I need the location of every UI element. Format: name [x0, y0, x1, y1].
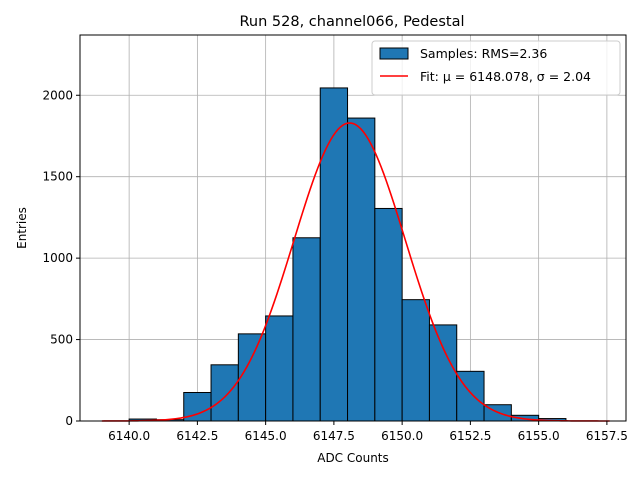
- x-tick-label: 6155.0: [518, 429, 560, 443]
- histogram-bar: [210, 364, 239, 422]
- legend-box: [371, 40, 621, 96]
- histogram-bar: [292, 237, 321, 422]
- legend-label-fit: Fit: μ = 6148.078, σ = 2.04: [420, 69, 591, 84]
- histogram-bar: [401, 299, 430, 422]
- legend-label-samples: Samples: RMS=2.36: [420, 46, 547, 61]
- histogram-bar: [428, 324, 458, 422]
- legend: Samples: RMS=2.36 Fit: μ = 6148.078, σ =…: [371, 40, 621, 96]
- chart-title: Run 528, channel066, Pedestal: [239, 14, 464, 30]
- plot-frame: [79, 34, 627, 422]
- x-axis-label: ADC Counts: [317, 451, 389, 465]
- x-tick-label: 6152.5: [449, 429, 491, 443]
- y-tick-label: 1500: [42, 170, 73, 184]
- x-tick-label: 6147.5: [313, 429, 355, 443]
- y-tick-label: 0: [65, 414, 73, 428]
- x-tick-label: 6157.5: [586, 429, 628, 443]
- x-tick-label: 6140.0: [108, 429, 150, 443]
- y-tick-label: 2000: [42, 88, 73, 102]
- x-tick-label: 6145.0: [245, 429, 287, 443]
- legend-swatch-samples: [379, 47, 409, 60]
- y-tick-label: 1000: [42, 251, 73, 265]
- histogram-bar: [374, 207, 403, 422]
- histogram-bar: [347, 117, 376, 422]
- x-tick-label: 6142.5: [176, 429, 218, 443]
- x-tick-label: 6150.0: [381, 429, 423, 443]
- histogram-bar: [456, 370, 485, 422]
- histogram-bar: [237, 333, 267, 422]
- histogram-bar: [319, 87, 349, 422]
- gaussian-fit-line: [101, 122, 610, 422]
- y-tick-label: 500: [50, 333, 73, 347]
- y-axis-ticks: 0 500 1000 1500 2000: [42, 88, 80, 428]
- histogram-bar: [265, 315, 294, 422]
- y-axis-label: Entries: [15, 207, 29, 249]
- x-axis-ticks: 6140.0 6142.5 6145.0 6147.5 6150.0 6152.5 6155…: [108, 421, 628, 443]
